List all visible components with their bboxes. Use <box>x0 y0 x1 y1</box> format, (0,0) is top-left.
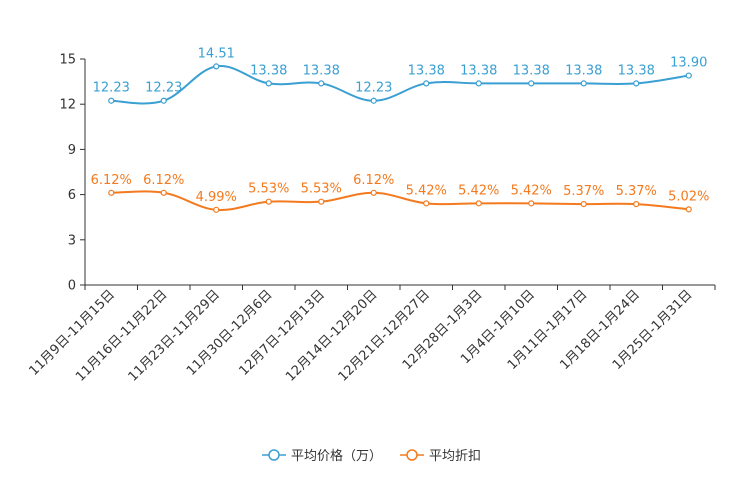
series-line <box>111 190 689 211</box>
data-point[interactable] <box>528 80 535 87</box>
data-point[interactable] <box>265 198 272 205</box>
y-axis: 0 3 6 9 12 15 <box>59 53 86 294</box>
data-point[interactable] <box>213 206 220 213</box>
data-label: 5.53% <box>248 182 289 197</box>
data-label: 5.42% <box>406 183 447 198</box>
data-label: 5.42% <box>511 183 552 198</box>
data-label: 13.38 <box>565 63 602 78</box>
data-label: 6.12% <box>353 173 394 188</box>
data-point[interactable] <box>633 80 640 87</box>
y-tick-label: 0 <box>68 279 76 294</box>
legend-label: 平均折扣 <box>429 449 481 464</box>
data-label: 4.99% <box>196 190 237 205</box>
data-point[interactable] <box>370 189 377 196</box>
data-point[interactable] <box>475 200 482 207</box>
data-point[interactable] <box>160 189 167 196</box>
data-point[interactable] <box>108 189 115 196</box>
data-label: 13.38 <box>460 63 497 78</box>
data-label: 13.38 <box>513 63 550 78</box>
data-point[interactable] <box>213 63 220 70</box>
data-point[interactable] <box>318 198 325 205</box>
data-label: 12.23 <box>355 81 392 96</box>
data-label: 13.38 <box>408 63 445 78</box>
data-point[interactable] <box>423 80 430 87</box>
data-point[interactable] <box>685 206 692 213</box>
y-tick-label: 9 <box>68 143 76 158</box>
series-layer: 12.23 12.23 14.51 13.38 13.38 12.23 13.38 13.38… <box>91 46 709 213</box>
data-label: 12.23 <box>93 81 130 96</box>
x-tick-label: 11月16日-11月22日 <box>73 287 170 384</box>
legend: 平均价格（万） 平均折扣 <box>262 448 481 464</box>
legend-item-2[interactable]: 平均折扣 <box>400 449 481 464</box>
series-2: 6.12% 6.12% 4.99% 5.53% 5.53% 6.12% 5.42% 5.42%… <box>91 173 709 213</box>
x-tick-label: 12月21日-12月27日 <box>336 287 433 384</box>
data-point[interactable] <box>265 80 272 87</box>
y-tick-label: 12 <box>59 98 76 113</box>
y-tick-label: 3 <box>68 233 76 248</box>
y-tick-label: 15 <box>59 53 76 68</box>
legend-marker <box>406 449 418 461</box>
data-point[interactable] <box>318 80 325 87</box>
x-tick-label: 11月23日-11月29日 <box>126 287 223 384</box>
series-line <box>111 65 689 105</box>
data-point[interactable] <box>370 97 377 104</box>
data-label: 14.51 <box>198 46 235 61</box>
data-label: 5.37% <box>616 184 657 199</box>
x-tick-label: 12月14日-12月20日 <box>283 287 380 384</box>
data-point[interactable] <box>633 200 640 208</box>
data-label: 13.38 <box>250 63 287 78</box>
data-label: 13.90 <box>670 56 707 71</box>
data-point[interactable] <box>423 200 430 207</box>
data-label: 12.23 <box>145 81 182 96</box>
data-label: 13.38 <box>618 63 655 78</box>
data-point[interactable] <box>528 200 535 207</box>
data-point[interactable] <box>475 80 482 87</box>
y-tick-label: 6 <box>68 188 76 203</box>
data-label: 6.12% <box>143 173 184 188</box>
data-point[interactable] <box>580 80 587 87</box>
legend-label: 平均价格（万） <box>291 448 382 464</box>
data-label: 6.12% <box>91 173 132 188</box>
data-label: 5.37% <box>563 184 604 199</box>
legend-item-1[interactable]: 平均价格（万） <box>262 448 382 464</box>
data-label: 5.42% <box>458 183 499 198</box>
data-point[interactable] <box>580 200 587 208</box>
data-point[interactable] <box>160 97 167 104</box>
x-tick-label: 11月9日-11月15日 <box>26 287 118 379</box>
data-point[interactable] <box>685 72 692 79</box>
data-label: 5.53% <box>301 182 342 197</box>
legend-marker <box>268 449 280 461</box>
data-point[interactable] <box>108 97 115 104</box>
data-label: 13.38 <box>303 63 340 78</box>
x-axis: 11月9日-11月15日11月16日-11月22日11月23日-11月29日11… <box>26 284 716 385</box>
series-1: 12.23 12.23 14.51 13.38 13.38 12.23 13.38 13.38… <box>93 46 707 105</box>
data-label: 5.02% <box>668 189 709 204</box>
